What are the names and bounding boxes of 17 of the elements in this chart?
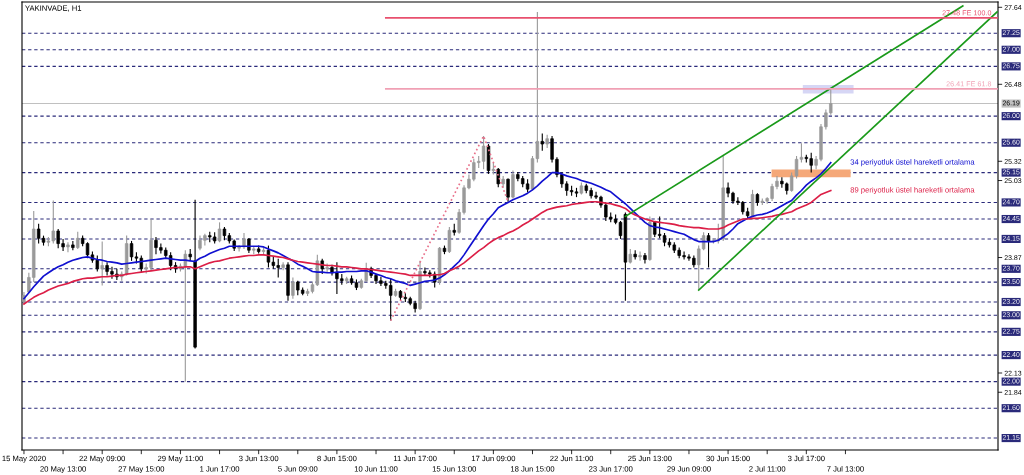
candlestick [447,226,452,254]
candlestick [388,278,393,322]
candlestick [266,245,271,269]
candlestick [129,240,134,262]
line-series [23,189,832,305]
candlestick [183,249,188,383]
candlestick [66,241,70,253]
candlestick [71,240,75,251]
candlestick [481,135,486,170]
candlestick [638,250,642,262]
candlestick [511,170,515,200]
candlestick [706,232,711,269]
candlestick [291,276,295,300]
line-series [23,161,832,300]
candlestick [325,262,329,274]
candlestick [100,241,104,286]
candlestick [750,189,755,218]
